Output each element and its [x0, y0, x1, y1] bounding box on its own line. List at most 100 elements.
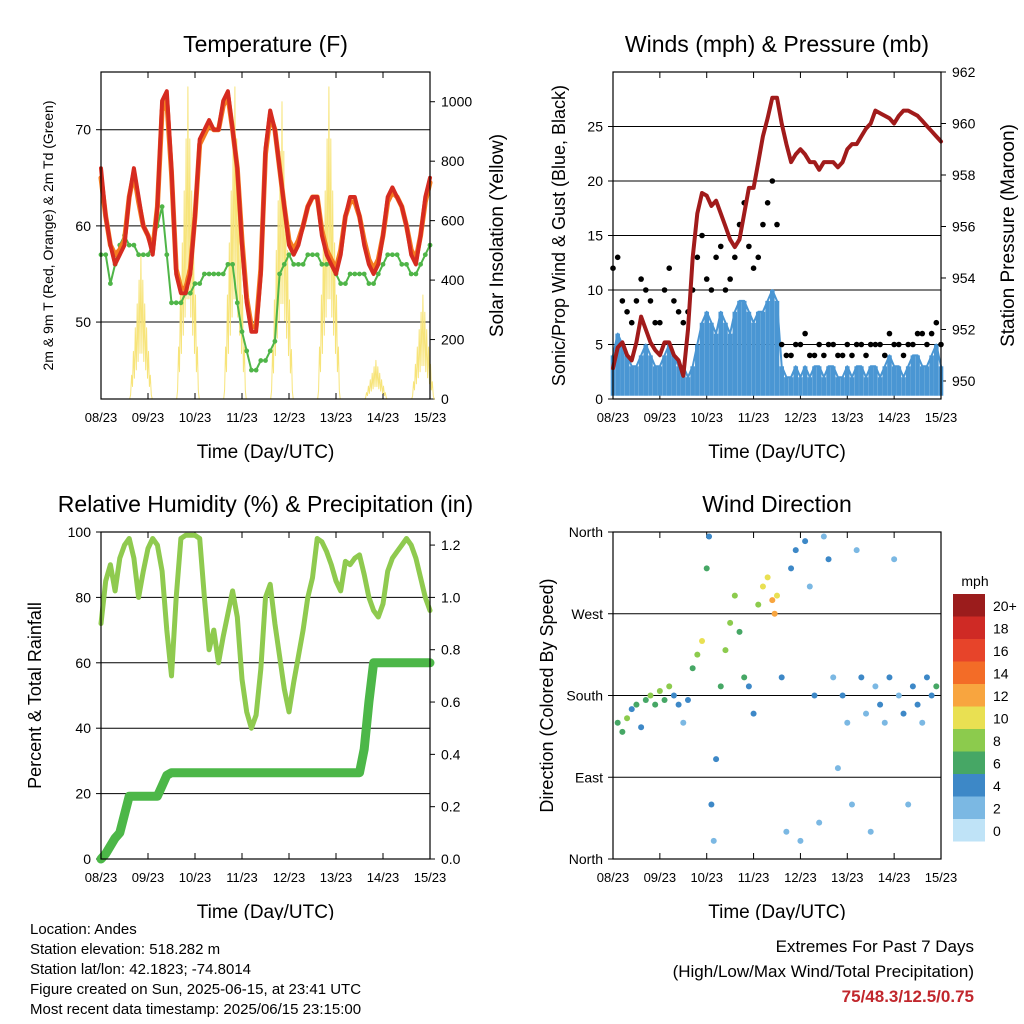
x-tick-label: 15/23 [414, 410, 447, 425]
colorbar-swatch [953, 639, 985, 662]
gust-point [675, 309, 682, 315]
wind-direction-point [933, 683, 940, 690]
wind-direction-point [661, 697, 668, 704]
gust-point [886, 330, 893, 337]
x-tick-label: 08/23 [85, 410, 118, 425]
wind-direction-point [863, 710, 870, 717]
wind-direction-point [614, 719, 621, 726]
plot-border [612, 531, 942, 860]
y-tick-label: South [566, 688, 603, 704]
y-right-tick-label: 0.0 [441, 851, 461, 867]
x-tick-label: 08/23 [597, 410, 630, 425]
y-right-tick-label: 0.2 [441, 799, 461, 815]
y-tick-label: 5 [595, 337, 603, 353]
gust-point [905, 341, 911, 348]
x-tick-label: 13/23 [320, 410, 353, 425]
y-axis-label: Sonic/Prop Wind & Gust (Blue, Black) [549, 85, 569, 386]
wind-direction-point [858, 674, 865, 681]
wind-direction-point [895, 692, 902, 699]
y-tick-label: West [571, 606, 603, 622]
x-tick-label: 10/23 [690, 410, 723, 425]
gust-point [722, 287, 729, 293]
colorbar-swatch [953, 616, 985, 639]
gust-point [933, 319, 940, 326]
x-tick-label: 14/23 [367, 870, 400, 885]
gust-point [661, 287, 668, 293]
y-tick-label: 50 [75, 314, 91, 330]
colorbar-swatch [953, 796, 985, 819]
y-tick-label: North [569, 524, 603, 540]
colorbar-swatch [953, 819, 985, 842]
gust-point [666, 265, 673, 272]
gust-point [778, 341, 785, 348]
y-tick-label: East [575, 769, 603, 785]
wind-direction-point [900, 710, 907, 717]
y-right-tick-label: 1000 [441, 94, 472, 110]
wind-direction-point [656, 687, 663, 694]
x-axis-label: Time (Day/UTC) [708, 902, 846, 920]
y-tick-label: 40 [75, 720, 91, 736]
wind-direction-point [905, 801, 912, 808]
solar-insolation-line [317, 86, 341, 400]
wind-direction-point [647, 692, 654, 699]
y-right-tick-label: 956 [952, 218, 976, 234]
wind-direction-point [844, 719, 851, 726]
gust-point [896, 341, 902, 348]
solar-insolation-line [223, 86, 247, 400]
gust-point [680, 319, 687, 326]
gust-point [628, 319, 635, 326]
wind-direction-point [830, 674, 837, 681]
wind-direction-point [689, 665, 696, 672]
x-tick-label: 10/23 [690, 870, 723, 885]
x-tick-label: 15/23 [925, 410, 958, 425]
gust-point [877, 341, 883, 348]
wind-direction-point [769, 597, 776, 604]
wind-direction-point [928, 692, 935, 699]
wind-direction-point [727, 619, 734, 626]
gust-point [732, 254, 738, 261]
gust-point [853, 341, 860, 348]
wind-direction-point [745, 683, 752, 690]
wind-direction-point [806, 583, 813, 590]
station-info: Location: Andes Station elevation: 518.2… [30, 920, 361, 1020]
x-tick-label: 09/23 [132, 410, 165, 425]
wind-direction-point [750, 710, 757, 717]
wind-direction-point [825, 556, 832, 563]
gust-point [919, 330, 926, 337]
x-tick-label: 12/23 [784, 870, 817, 885]
wind-direction-point [778, 674, 785, 681]
gust-point [783, 352, 790, 359]
y-tick-label: 100 [68, 524, 92, 540]
colorbar-swatch [953, 661, 985, 684]
wind-direction-point [666, 683, 673, 690]
gust-point [835, 352, 841, 359]
y-right-tick-label: 1.2 [441, 537, 461, 553]
y-right-tick-label: 1.0 [441, 589, 461, 605]
gust-point [699, 232, 705, 239]
wind-direction-point [792, 547, 799, 554]
temp-2m-line [99, 89, 432, 334]
wind-direction-point [839, 692, 846, 699]
chart-title: Winds (mph) & Pressure (mb) [625, 31, 929, 57]
y-tick-label: 80 [75, 589, 91, 605]
colorbar-tick-label: 2 [993, 801, 1001, 817]
wind-speed-colorbar: mph 20+ 18 16 14 12 10 8 6 4 2 0 [953, 573, 1017, 842]
wind-direction-point [759, 583, 766, 590]
x-tick-label: 12/23 [784, 410, 817, 425]
y-tick-label: 15 [587, 228, 603, 244]
gust-point [788, 352, 794, 359]
wind-direction-point [684, 697, 691, 704]
humidity-precip-panel: Relative Humidity (%) & Precipitation (i… [25, 491, 473, 920]
gust-point [717, 243, 724, 250]
wind-direction-point [680, 719, 687, 726]
gust-point [643, 287, 649, 293]
extremes-subtitle: (High/Low/Max Wind/Total Precipitation) [672, 962, 974, 981]
station-location: Location: Andes [30, 921, 137, 938]
y-tick-label: 0 [83, 851, 91, 867]
wind-direction-point [675, 701, 682, 708]
relative-humidity-line [98, 532, 433, 731]
solar-insolation-line [364, 359, 388, 400]
y-right-axis-label: Solar Insolation (Yellow) [487, 134, 508, 337]
gust-point [900, 352, 907, 359]
y-right-tick-label: 0.8 [441, 642, 461, 658]
